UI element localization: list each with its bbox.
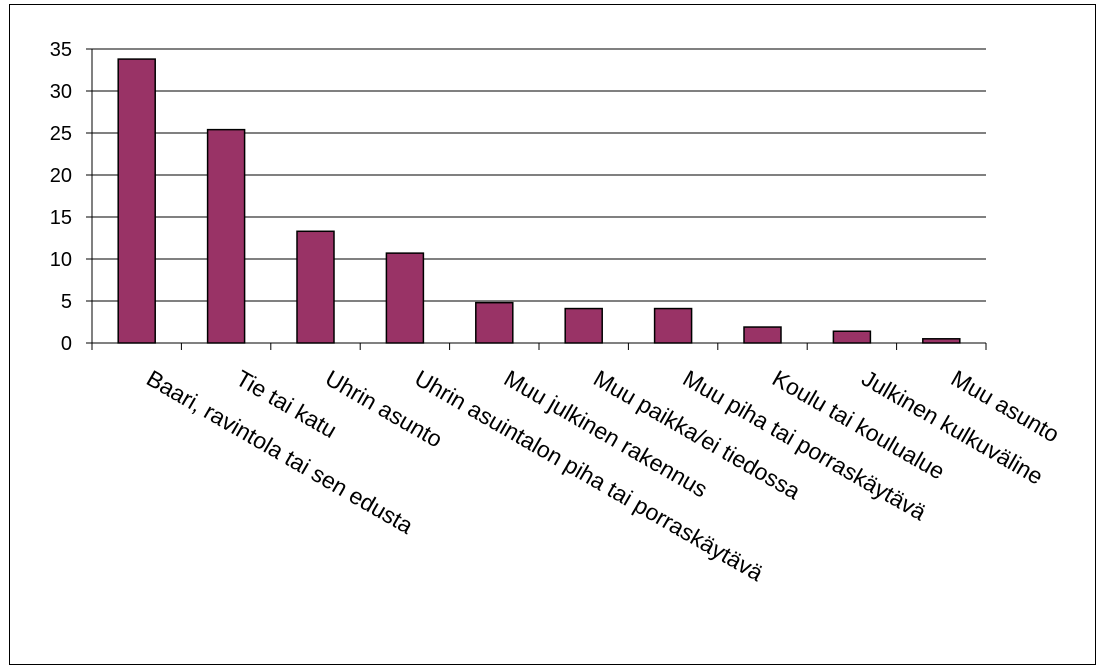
bar [564, 307, 603, 344]
y-tick-label: 15 [50, 207, 72, 229]
y-tick-label: 25 [50, 123, 72, 145]
bar [385, 252, 425, 344]
y-tick-labels: 0 5 10 15 20 25 30 35 [50, 39, 72, 355]
bar [296, 230, 335, 344]
y-tick-label: 35 [50, 39, 72, 61]
y-tick-label: 5 [61, 291, 72, 313]
bar [832, 330, 872, 344]
axes [86, 48, 987, 350]
chart-frame [9, 4, 1096, 665]
y-tick-label: 0 [61, 333, 72, 355]
bar [743, 326, 782, 344]
bar [475, 301, 514, 344]
y-tick-label: 20 [50, 165, 72, 187]
bar [653, 307, 693, 344]
bars [117, 58, 961, 344]
y-tick-label: 10 [50, 249, 72, 271]
bar [117, 58, 156, 344]
bar [922, 338, 961, 344]
y-tick-label: 30 [50, 81, 72, 103]
bar [206, 128, 246, 344]
